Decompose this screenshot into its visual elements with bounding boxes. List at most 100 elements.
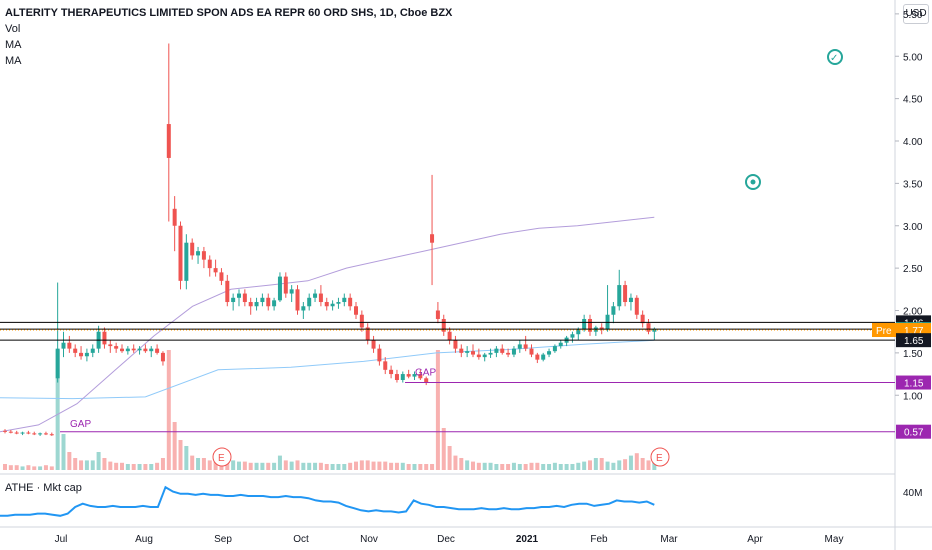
- volume-bar: [441, 428, 446, 470]
- candle-body: [599, 327, 604, 330]
- legend-ma-1[interactable]: MA: [5, 39, 22, 51]
- volume-bar: [131, 464, 136, 470]
- candle-body: [190, 242, 195, 256]
- volume-bar: [646, 460, 651, 470]
- x-tick-label: Nov: [360, 534, 378, 545]
- candle-body: [155, 348, 160, 353]
- volume-bar: [213, 460, 218, 470]
- candle-body: [289, 289, 294, 294]
- legend-volume[interactable]: Vol: [5, 23, 21, 35]
- candle-body: [178, 225, 183, 281]
- candle-body: [283, 276, 288, 294]
- indicator-label[interactable]: ATHE · Mkt cap: [5, 482, 82, 494]
- currency-button[interactable]: USD: [903, 4, 929, 24]
- candle-body: [43, 433, 48, 435]
- volume-bar: [14, 465, 19, 470]
- price-tag: [896, 333, 931, 348]
- legend-ma-2[interactable]: MA: [5, 55, 22, 67]
- candle-body: [570, 334, 575, 338]
- volume-bar: [248, 462, 253, 470]
- volume-bar: [371, 461, 376, 470]
- volume-bar: [38, 466, 43, 470]
- volume-bar: [547, 464, 552, 470]
- candle-body: [558, 342, 563, 347]
- volume-bar: [26, 465, 31, 470]
- volume-bar: [143, 464, 148, 470]
- volume-bar: [576, 462, 581, 470]
- time-axis: Jul Aug Sep Oct Nov Dec 2021 Feb Mar Apr May: [55, 534, 844, 545]
- price-tag-label: 1.65: [904, 336, 924, 347]
- candle-body: [114, 346, 119, 349]
- volume-bar: [389, 462, 394, 470]
- candle-body: [61, 342, 66, 349]
- candle-body: [623, 285, 628, 303]
- volume-bar: [125, 464, 130, 470]
- indicator-tick: 40M: [903, 488, 922, 499]
- candle-body: [184, 242, 189, 281]
- volume-bar: [564, 464, 569, 470]
- candle-body: [225, 280, 230, 303]
- volume-bar: [137, 464, 142, 470]
- candle-body: [90, 348, 95, 353]
- volume-bar: [196, 458, 201, 470]
- candle-body: [213, 268, 218, 273]
- volume-bar: [634, 453, 639, 470]
- volume-bar: [517, 464, 522, 470]
- volume-bar: [506, 464, 511, 470]
- volume-bar: [611, 462, 616, 470]
- y-tick-label: 5.50: [903, 10, 923, 21]
- candle-body: [3, 430, 7, 432]
- volume-bars: [3, 350, 657, 470]
- y-tick-label: 1.50: [903, 349, 923, 360]
- candle-body: [125, 348, 130, 352]
- candle-body: [324, 302, 329, 307]
- candle-body: [365, 327, 370, 341]
- volume-bar: [453, 455, 458, 470]
- volume-bar: [459, 458, 464, 470]
- earnings-label: E: [218, 453, 225, 464]
- volume-bar: [330, 464, 335, 470]
- candle-body: [517, 344, 522, 349]
- gap-price-tag: [896, 375, 931, 390]
- volume-bar: [588, 460, 592, 470]
- candle-body: [529, 348, 534, 355]
- volume-bar: [149, 464, 154, 470]
- candle-body: [424, 378, 429, 383]
- volume-bar: [84, 460, 89, 470]
- volume-bar: [430, 464, 435, 470]
- ma-slow-line: [0, 339, 655, 400]
- volume-bar: [465, 460, 470, 470]
- candle-body: [8, 431, 13, 433]
- candle-body: [307, 297, 312, 307]
- candle-body: [471, 351, 475, 355]
- candle-body: [73, 348, 78, 353]
- y-tick-label: 2.50: [903, 264, 923, 275]
- x-tick-label: Jul: [55, 534, 68, 545]
- volume-bar: [365, 460, 370, 470]
- volume-bar: [552, 462, 557, 470]
- candle-body: [313, 293, 318, 298]
- candle-body: [617, 285, 622, 307]
- volume-bar: [155, 462, 160, 470]
- candle-body: [354, 306, 358, 315]
- candle-body: [55, 348, 60, 379]
- volume-bar: [336, 464, 341, 470]
- candle-body: [79, 352, 84, 357]
- check-marker: [827, 49, 843, 65]
- earnings-marker: [650, 447, 670, 467]
- volume-bar: [237, 461, 241, 470]
- candle-body: [506, 352, 511, 355]
- y-tick-label: 3.50: [903, 179, 923, 190]
- candle-body: [342, 297, 347, 303]
- x-tick-label: Sep: [214, 534, 232, 545]
- volume-bar: [102, 458, 107, 470]
- volume-bar: [476, 462, 481, 470]
- volume-bar: [266, 462, 271, 470]
- dot-marker-center: [750, 179, 756, 185]
- volume-bar: [593, 458, 598, 470]
- volume-bar: [424, 464, 429, 470]
- volume-bar: [348, 462, 353, 470]
- candle-body: [552, 346, 557, 352]
- candle-body: [260, 297, 265, 303]
